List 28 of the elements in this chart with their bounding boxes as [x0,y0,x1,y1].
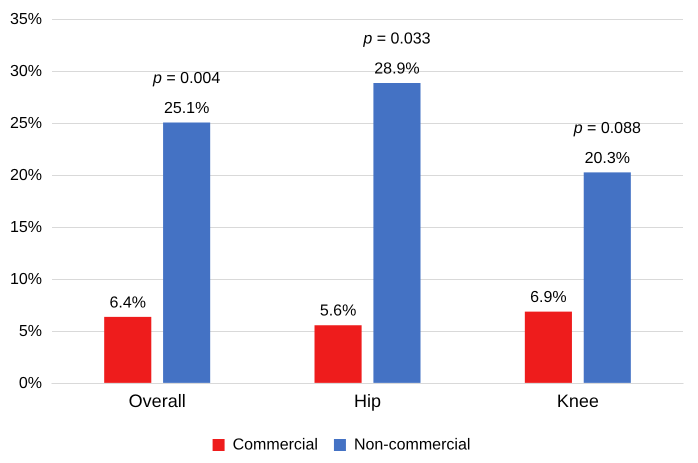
bar [104,316,152,383]
y-tick-label: 15% [10,218,42,236]
y-tick-label: 25% [10,114,42,132]
annotation: p = 0.033 [362,30,431,48]
y-tick-label: 20% [10,166,42,184]
y-tick-label: 30% [10,62,42,80]
annotation: p = 0.088 [572,120,641,137]
data-label: 5.6% [320,302,356,320]
data-label: 6.9% [530,289,567,306]
data-label: 25.1% [164,100,210,117]
bar [584,172,631,383]
data-label: 6.4% [110,294,146,312]
bar [524,312,572,383]
x-tick-label: Hip [354,391,382,412]
x-tick-label: Knee [556,391,599,412]
legend-label: Non-commercial [354,436,470,454]
data-label: 20.3% [584,150,630,167]
y-tick-label: 35% [10,11,42,28]
bar [373,83,421,383]
annotation: p = 0.004 [152,70,220,87]
legend-label: Commercial [232,436,318,454]
bar [163,122,210,383]
y-tick-label: 5% [18,322,42,340]
bar [314,325,362,383]
data-label: 28.9% [374,60,420,78]
y-tick-label: 0% [18,374,42,392]
x-tick-label: Overall [128,391,186,412]
y-tick-label: 10% [10,270,42,288]
